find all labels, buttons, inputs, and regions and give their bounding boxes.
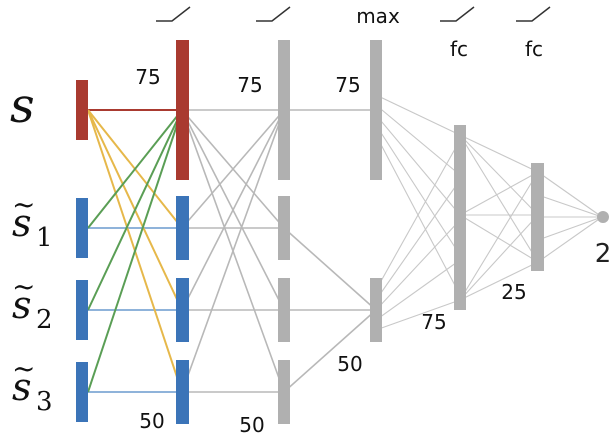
l2-bar-s2 bbox=[278, 278, 290, 342]
relu-icon bbox=[440, 6, 475, 22]
edge-green bbox=[87, 109, 183, 311]
tilde-icon: ~ bbox=[12, 188, 35, 221]
edge-green bbox=[87, 109, 183, 393]
edge-max-fc1 bbox=[375, 124, 461, 256]
l1-bar-s2 bbox=[176, 278, 189, 342]
fc1-size: 75 bbox=[421, 310, 446, 334]
input-label-s2: ~ s 2 bbox=[12, 270, 53, 335]
edge-fc1-fc2 bbox=[459, 134, 539, 173]
input-label-s1-sub: 1 bbox=[36, 223, 53, 253]
edge-fc1-fc2 bbox=[459, 261, 539, 301]
tilde-icon: ~ bbox=[12, 270, 35, 303]
l2-bottom-size: 50 bbox=[239, 413, 264, 437]
edge-l2-max bbox=[283, 227, 377, 311]
input-label-s2-sub: 2 bbox=[36, 305, 53, 335]
output-size: 2 bbox=[595, 239, 612, 269]
edge-fc2-out bbox=[537, 216, 603, 241]
l2-bar-s bbox=[278, 40, 290, 180]
input-label-s1: ~ s 1 bbox=[12, 188, 53, 253]
l1-bottom-size: 50 bbox=[139, 409, 164, 433]
edge-max-fc1 bbox=[375, 104, 461, 176]
connections-l2-to-max bbox=[283, 109, 377, 393]
input-bar-s bbox=[76, 80, 88, 140]
edge-l1-l2 bbox=[181, 109, 285, 311]
edge-green bbox=[87, 109, 183, 229]
edge-fc2-out bbox=[537, 171, 603, 218]
edge-max-fc1 bbox=[375, 139, 461, 291]
fc2-size: 25 bbox=[501, 280, 526, 304]
relu-icon bbox=[440, 6, 475, 22]
edge-l2-max bbox=[283, 309, 377, 393]
edge-l1-l2 bbox=[181, 109, 285, 393]
edge-max-fc1 bbox=[375, 259, 461, 321]
connections-input-to-l1 bbox=[87, 109, 183, 393]
input-bar-s3 bbox=[76, 362, 88, 422]
fc2-header: fc bbox=[525, 37, 543, 61]
fc2-bar bbox=[531, 163, 544, 271]
relu-icon bbox=[256, 6, 291, 22]
output-node bbox=[597, 211, 609, 223]
l3-bottom-size: 50 bbox=[337, 352, 362, 376]
edge-fc1-fc2 bbox=[459, 171, 539, 301]
l1-top-size: 75 bbox=[135, 65, 160, 89]
l1-bar-s1 bbox=[176, 196, 189, 260]
edge-fc1-fc2 bbox=[459, 134, 539, 216]
edge-fc2-out bbox=[537, 216, 603, 263]
relu-icon bbox=[156, 6, 191, 22]
l1-bar-s3 bbox=[176, 360, 189, 424]
edge-fc1-fc2 bbox=[459, 171, 539, 216]
l2-top-size: 75 bbox=[237, 73, 262, 97]
input-label-s2-symbol: s bbox=[12, 283, 32, 327]
connections-l1-to-l2 bbox=[181, 109, 285, 393]
edge-max-fc1 bbox=[375, 219, 461, 311]
edge-fc2-out bbox=[537, 194, 603, 218]
edge-fc1-fc2 bbox=[459, 134, 539, 263]
edge-max-fc1 bbox=[375, 94, 461, 136]
input-label-s3-sub: 3 bbox=[36, 387, 53, 417]
connections-max-to-fc1 bbox=[375, 94, 461, 331]
edge-max-fc1 bbox=[375, 179, 461, 301]
relu-icon bbox=[516, 6, 551, 22]
connections-fc1-to-fc2 bbox=[459, 134, 539, 301]
edge-l1-l2 bbox=[181, 109, 285, 229]
fc1-header: fc bbox=[450, 37, 468, 61]
connections-fc2-to-output bbox=[537, 171, 603, 263]
max-bar-bottom bbox=[370, 278, 382, 342]
relu-icon bbox=[516, 6, 551, 22]
input-label-s3: ~ s 3 bbox=[12, 352, 53, 417]
l3-top-size: 75 bbox=[335, 73, 360, 97]
edge-fc1-fc2 bbox=[459, 214, 539, 263]
input-bar-s2 bbox=[76, 280, 88, 340]
l1-bar-s bbox=[176, 40, 189, 180]
input-label-s3-symbol: s bbox=[12, 365, 32, 409]
max-bar-top bbox=[370, 40, 382, 180]
relu-icon bbox=[256, 6, 291, 22]
max-header: max bbox=[356, 4, 400, 28]
tilde-icon: ~ bbox=[12, 352, 35, 385]
edge-max-fc1 bbox=[375, 299, 461, 331]
l2-bar-s3 bbox=[278, 360, 290, 424]
edge-fc1-fc2 bbox=[459, 214, 539, 301]
input-label-s1-symbol: s bbox=[12, 201, 32, 245]
edge-max-fc1 bbox=[375, 114, 461, 216]
input-bar-s1 bbox=[76, 198, 88, 258]
input-label-s: s bbox=[10, 78, 35, 134]
relu-icon bbox=[156, 6, 191, 22]
fc1-bar bbox=[454, 125, 466, 310]
l2-bar-s1 bbox=[278, 196, 290, 260]
